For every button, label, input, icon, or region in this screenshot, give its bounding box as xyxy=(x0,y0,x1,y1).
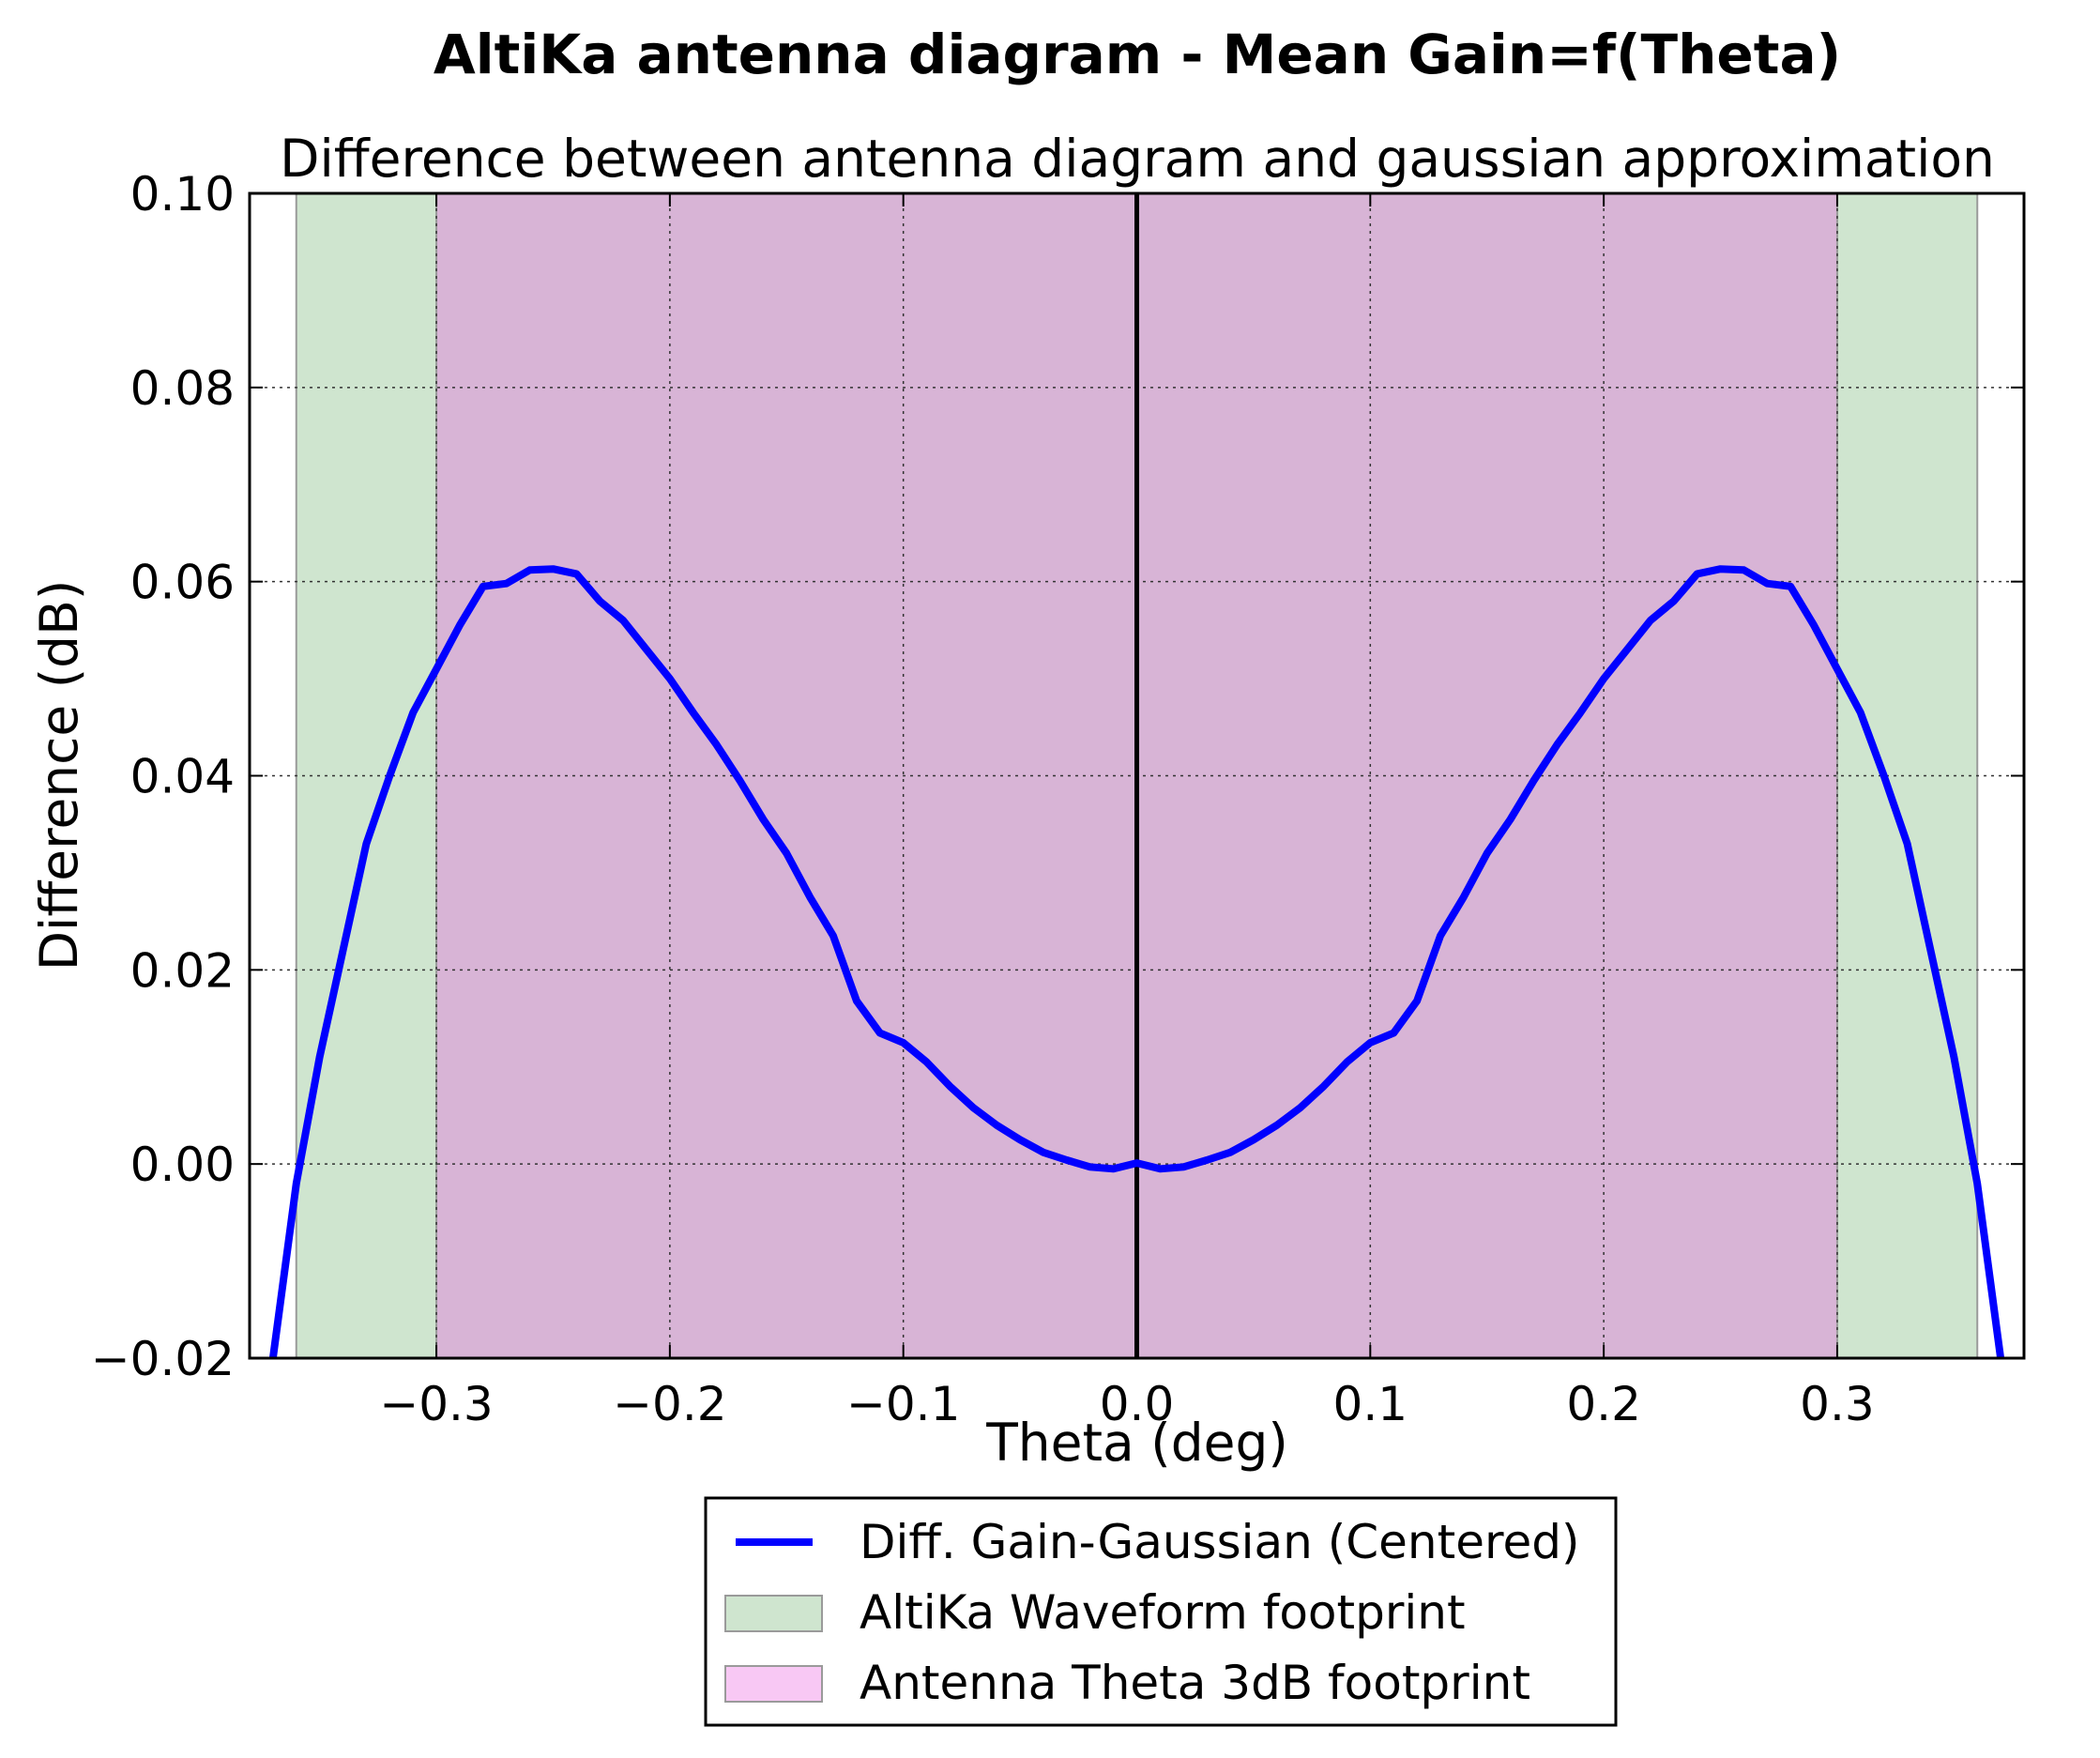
legend-label: AltiKa Waveform footprint xyxy=(860,1585,1466,1640)
data-point xyxy=(1463,896,1465,898)
data-point xyxy=(528,569,531,571)
y-axis-ticks: −0.02 0.00 0.02 0.04 0.06 0.08 0.10 xyxy=(91,167,2024,1386)
data-point xyxy=(365,843,368,845)
data-point xyxy=(342,950,344,952)
data-point xyxy=(669,678,671,680)
data-point xyxy=(1766,583,1768,585)
data-point xyxy=(319,1056,321,1059)
y-tick-label: 0.08 xyxy=(130,361,235,416)
data-point xyxy=(1626,649,1628,650)
data-point xyxy=(1135,1162,1138,1164)
data-point xyxy=(1650,619,1651,621)
data-point xyxy=(296,1183,297,1185)
data-point xyxy=(1789,586,1791,588)
series-layer xyxy=(268,565,2005,1358)
x-tick-label: −0.1 xyxy=(846,1377,960,1431)
data-point xyxy=(1836,668,1838,670)
x-tick-label: 0.1 xyxy=(1333,1377,1408,1431)
data-point xyxy=(1906,843,1909,845)
data-point xyxy=(1510,818,1512,820)
data-point xyxy=(388,774,390,777)
chart-suptitle: AltiKa antenna diagram - Mean Gain=f(The… xyxy=(434,23,1841,86)
legend-label: Antenna Theta 3dB footprint xyxy=(860,1656,1530,1710)
data-point xyxy=(1976,1183,1978,1185)
data-point xyxy=(1603,678,1605,680)
x-tick-label: −0.2 xyxy=(613,1377,726,1431)
data-point xyxy=(1322,1085,1325,1088)
data-point xyxy=(552,568,555,570)
chart-title: Difference between antenna diagram and g… xyxy=(280,129,1995,189)
data-point xyxy=(1486,852,1488,854)
data-point xyxy=(1229,1152,1231,1154)
legend-label: Diff. Gain-Gaussian (Centered) xyxy=(860,1515,1579,1569)
data-point xyxy=(832,935,834,937)
data-point xyxy=(1206,1159,1208,1161)
x-tick-label: 0.2 xyxy=(1566,1377,1641,1431)
data-point xyxy=(435,668,437,670)
data-point xyxy=(1019,1139,1021,1140)
data-point xyxy=(716,743,718,746)
data-point xyxy=(692,711,694,713)
data-point xyxy=(1953,1056,1955,1059)
data-point xyxy=(949,1085,951,1088)
data-point xyxy=(1673,600,1675,602)
x-tick-label: 0.3 xyxy=(1800,1377,1875,1431)
legend-patch-swatch xyxy=(724,1665,823,1703)
x-axis-label: Theta (deg) xyxy=(985,1413,1288,1473)
data-point xyxy=(785,852,787,854)
data-point xyxy=(599,600,601,602)
legend-frame xyxy=(704,1496,1618,1727)
data-point xyxy=(1392,1032,1394,1034)
data-point xyxy=(879,1032,881,1034)
data-point xyxy=(506,583,508,585)
x-tick-label: 0.0 xyxy=(1100,1377,1175,1431)
x-axis-ticks: −0.3 −0.2 −0.1 0.0 0.1 0.2 0.3 xyxy=(379,193,1875,1431)
data-point xyxy=(622,619,624,621)
data-point xyxy=(1439,935,1441,937)
y-tick-label: −0.02 xyxy=(91,1332,235,1386)
data-point xyxy=(1253,1139,1255,1140)
plot-area xyxy=(248,191,2026,1360)
data-point xyxy=(412,711,414,713)
y-tick-label: 0.10 xyxy=(130,167,235,222)
y-tick-label: 0.00 xyxy=(130,1138,235,1192)
data-point xyxy=(646,649,647,650)
data-point xyxy=(1883,774,1885,777)
y-tick-label: 0.02 xyxy=(130,943,235,998)
data-point xyxy=(903,1042,905,1044)
data-point xyxy=(1556,743,1558,746)
legend-items: Diff. Gain-Gaussian (Centered) AltiKa Wav… xyxy=(724,1515,1579,1710)
data-point xyxy=(1742,569,1745,571)
data-point xyxy=(482,586,484,588)
data-point xyxy=(1719,568,1722,570)
y-tick-label: 0.04 xyxy=(130,750,235,804)
data-point xyxy=(1276,1124,1278,1126)
data-point xyxy=(1042,1152,1044,1154)
data-point xyxy=(1860,711,1862,713)
y-tick-label: 0.06 xyxy=(130,556,235,610)
data-point xyxy=(1929,950,1932,952)
data-point xyxy=(1579,711,1581,713)
legend: Diff. Gain-Gaussian (Centered) AltiKa Wav… xyxy=(704,1496,1618,1727)
legend-patch-swatch xyxy=(724,1595,823,1632)
data-point xyxy=(1369,1042,1371,1044)
data-point xyxy=(459,624,461,626)
data-point xyxy=(1066,1159,1068,1161)
data-point xyxy=(1089,1166,1091,1168)
data-point xyxy=(1813,624,1815,626)
data-point xyxy=(1182,1166,1184,1168)
y-axis-label: Difference (dB) xyxy=(29,580,89,971)
data-point xyxy=(1532,780,1535,782)
data-point xyxy=(762,818,764,820)
x-tick-label: −0.3 xyxy=(379,1377,493,1431)
data-point xyxy=(575,573,577,574)
data-point xyxy=(809,896,811,898)
data-point xyxy=(738,780,741,782)
